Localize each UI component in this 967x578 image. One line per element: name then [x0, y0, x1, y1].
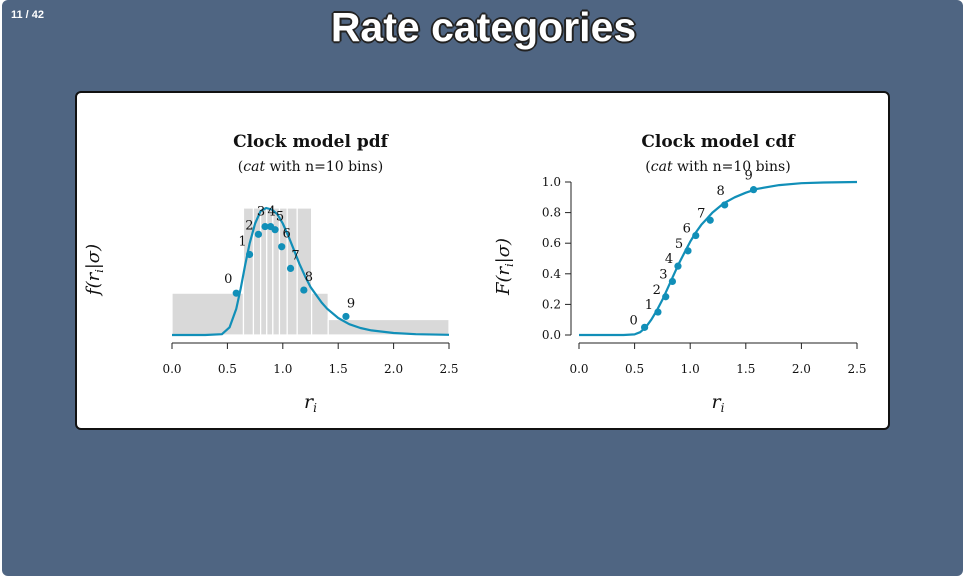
- category-label: 0: [629, 313, 637, 328]
- chart-pdf: Clock model pdf (cat with n=10 bins) 0.0 0.…: [83, 132, 459, 415]
- category-point: [674, 262, 682, 270]
- x-tick-label: 2.0: [792, 362, 811, 376]
- chart-title: Clock model pdf: [233, 132, 390, 152]
- category-point: [245, 250, 254, 259]
- y-tick-label: 0.2: [542, 297, 561, 311]
- category-point: [271, 226, 279, 234]
- x-tick-label: 0.5: [625, 362, 644, 376]
- y-tick-label: 0.4: [542, 267, 561, 281]
- x-tick-label: 2.5: [847, 362, 866, 376]
- figure-svg: Clock model pdf (cat with n=10 bins) 0.0 0.…: [83, 132, 867, 415]
- category-point: [342, 312, 350, 321]
- category-label: 0: [224, 272, 232, 287]
- category-point: [286, 264, 295, 273]
- category-point: [749, 186, 758, 194]
- x-tick-label: 1.5: [736, 362, 755, 376]
- figure-panel: Clock model pdf (cat with n=10 bins) 0.0 0.…: [75, 91, 890, 430]
- x-tick-label: 1.0: [681, 362, 700, 376]
- category-point: [668, 277, 677, 286]
- category-label: 1: [645, 298, 653, 313]
- density-curve: [172, 206, 450, 337]
- histogram-bar: [296, 207, 313, 336]
- category-point: [232, 289, 240, 297]
- category-label: 6: [283, 227, 291, 242]
- category-point: [684, 247, 692, 255]
- category-label: 9: [347, 296, 355, 311]
- category-point: [641, 323, 649, 331]
- category-point: [300, 286, 308, 294]
- slide-title: Rate categories: [330, 4, 637, 50]
- category-label: 5: [276, 210, 284, 225]
- x-tick-label: 1.0: [273, 362, 292, 376]
- x-tick-label: 2.0: [384, 362, 403, 376]
- density-curve: [579, 180, 858, 337]
- x-axis-label: ri: [304, 391, 317, 415]
- category-label: 8: [305, 270, 313, 285]
- chart-subtitle: (cat with n=10 bins): [645, 159, 790, 175]
- category-label: 4: [267, 205, 275, 220]
- x-tick-label: 2.5: [439, 362, 458, 376]
- category-label: 6: [683, 222, 691, 237]
- y-tick-label: 0.8: [542, 206, 561, 220]
- x-tick-label: 0.5: [218, 362, 237, 376]
- y-axis-label: f(ri|σ): [83, 244, 106, 297]
- x-axis-label: ri: [712, 391, 725, 415]
- category-label: 9: [744, 169, 752, 184]
- category-label: 7: [697, 206, 705, 221]
- category-label: 5: [675, 237, 683, 252]
- category-label: 4: [665, 252, 673, 267]
- histogram-bar: [327, 318, 450, 336]
- category-label: 1: [238, 234, 246, 249]
- category-point: [706, 216, 714, 224]
- category-label: 3: [257, 205, 265, 220]
- x-tick-label: 0.0: [162, 362, 181, 376]
- category-label: 7: [291, 248, 299, 263]
- category-point: [654, 308, 662, 316]
- category-label: 8: [717, 184, 725, 199]
- category-point: [692, 231, 700, 240]
- y-tick-label: 0.0: [542, 328, 561, 342]
- category-point: [662, 293, 670, 301]
- category-point: [278, 243, 286, 251]
- x-tick-label: 1.5: [329, 362, 348, 376]
- y-axis-label: F(ri|σ): [493, 238, 516, 296]
- chart-subtitle: (cat with n=10 bins): [238, 159, 383, 175]
- category-point: [261, 222, 269, 231]
- category-point: [721, 201, 729, 209]
- chart-title: Clock model cdf: [641, 132, 796, 152]
- x-tick-label: 0.0: [569, 362, 588, 376]
- category-label: 2: [653, 283, 661, 298]
- histogram-bar: [171, 292, 245, 336]
- y-tick-label: 0.6: [542, 236, 561, 250]
- slide-counter: 11 / 42: [11, 9, 45, 21]
- category-point: [254, 230, 263, 238]
- category-label: 3: [659, 267, 667, 282]
- chart-cdf: Clock model cdf (cat with n=10 bins) 0.0 0.…: [493, 132, 867, 415]
- category-label: 2: [245, 218, 253, 233]
- y-tick-label: 1.0: [542, 175, 561, 189]
